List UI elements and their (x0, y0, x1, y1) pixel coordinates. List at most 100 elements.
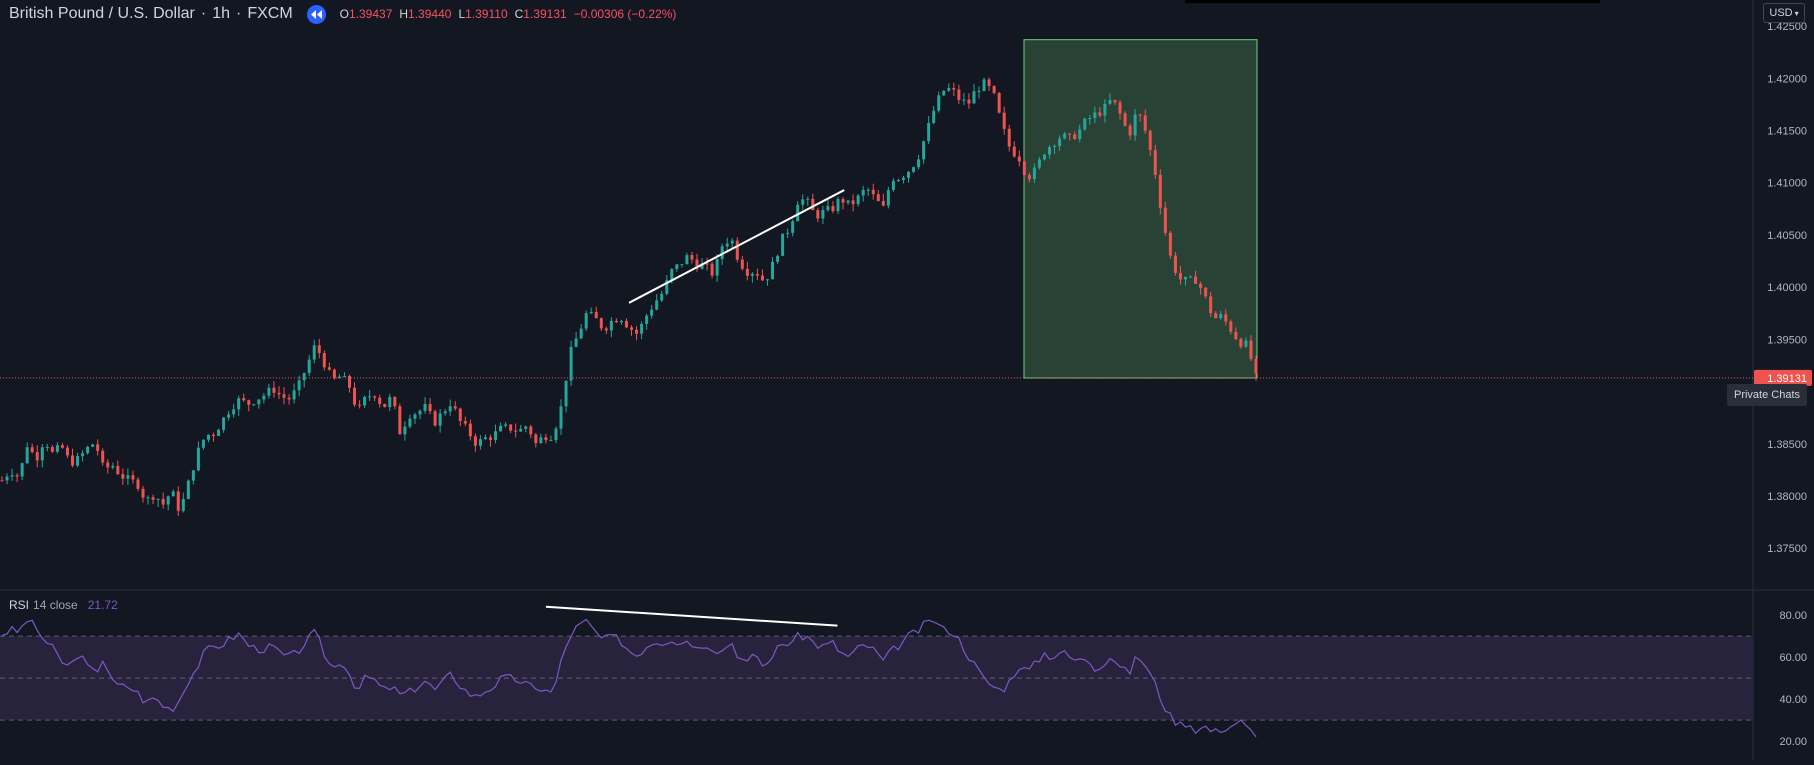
candle-body (896, 179, 900, 181)
candle-body (594, 311, 598, 319)
currency-button[interactable]: USD ▾ (1763, 3, 1805, 23)
candle-body (443, 411, 447, 414)
candle-body (1189, 276, 1193, 278)
candle-body (771, 261, 775, 280)
candle-body (745, 268, 749, 276)
rsi-legend: RSI 14 close 21.72 (9, 598, 118, 612)
price-trendline[interactable] (628, 189, 845, 304)
candle-body (891, 180, 895, 191)
candle-body (715, 259, 719, 276)
candle-body (509, 424, 513, 431)
candle-body (378, 397, 382, 404)
open-value: 1.39437 (348, 7, 393, 21)
candle-body (720, 246, 724, 260)
candle-body (514, 430, 518, 432)
candle-body (1108, 100, 1112, 104)
candle-body (740, 259, 744, 269)
candle-body (438, 413, 442, 426)
candle-body (398, 406, 402, 435)
candle-body (1229, 321, 1233, 332)
candle-body (559, 406, 563, 429)
candle-body (791, 221, 795, 233)
candle-body (267, 387, 271, 396)
candle-body (519, 428, 523, 432)
rsi-name[interactable]: RSI (9, 598, 30, 612)
candle-body (957, 89, 961, 100)
price-tick-label: 1.42000 (1767, 73, 1807, 85)
candle-body (468, 423, 472, 437)
candle-body (1163, 207, 1167, 233)
candle-body (76, 456, 80, 466)
candle-body (1093, 112, 1097, 118)
candle-body (358, 404, 362, 406)
candle-body (453, 406, 457, 409)
candle-body (962, 99, 966, 101)
candle-body (30, 447, 34, 453)
candle-body (544, 437, 548, 441)
rsi-trendline[interactable] (545, 605, 838, 627)
candle-body (690, 255, 694, 260)
symbol-name[interactable]: British Pound / U.S. Dollar (9, 5, 195, 22)
candle-body (1219, 314, 1223, 319)
candle-body (675, 264, 679, 269)
candle-body (529, 426, 533, 435)
candle-body (131, 475, 135, 480)
candle-body (700, 263, 704, 269)
high-value: 1.39440 (408, 7, 452, 21)
candle-body (191, 470, 195, 481)
candle-body (101, 450, 105, 463)
candle-body (151, 497, 155, 500)
candle-body (1068, 133, 1072, 135)
candle-body (1032, 167, 1036, 180)
candle-body (937, 95, 941, 111)
candle-body (186, 480, 190, 499)
candle-body (60, 445, 64, 448)
candle-body (1022, 161, 1026, 176)
candle-body (886, 190, 890, 206)
rsi-line (1, 618, 1257, 738)
candle-body (307, 359, 311, 374)
candle-body (534, 434, 538, 444)
candle-body (206, 434, 210, 440)
candle-body (5, 476, 9, 481)
candle-body (967, 99, 971, 104)
candle-body (463, 420, 467, 424)
candle-body (1204, 287, 1208, 297)
candle-body (1178, 272, 1182, 280)
candle-body (685, 255, 689, 265)
candle-body (277, 392, 281, 395)
private-chats-tooltip[interactable]: Private Chats (1727, 384, 1807, 406)
candle-body (831, 206, 835, 212)
candle-body (322, 353, 326, 368)
candle-body (1113, 100, 1117, 103)
candle-body (1183, 276, 1187, 280)
candle-body (217, 429, 221, 436)
interval-label[interactable]: 1h (212, 5, 230, 22)
candle-body (821, 210, 825, 219)
candle-body (373, 396, 377, 398)
candle-body (680, 264, 684, 266)
price-tick-label: 1.40500 (1767, 230, 1807, 242)
candle-body (670, 268, 674, 281)
candle-body (71, 455, 75, 466)
candle-body (549, 440, 553, 442)
candle-body (1239, 339, 1243, 347)
close-value: 1.39131 (523, 7, 567, 21)
candle-body (856, 195, 860, 205)
candle-body (947, 88, 951, 91)
ohlc-values: O1.39437 H1.39440 L1.39110 C1.39131 −0.0… (340, 7, 677, 21)
price-tick-label: 1.41000 (1767, 178, 1807, 190)
candle-body (876, 194, 880, 202)
candle-body (952, 88, 956, 90)
candle-body (1249, 340, 1253, 360)
candle-body (796, 204, 800, 222)
candle-body (781, 233, 785, 256)
rsi-axis[interactable]: 20.00 40.00 60.00 80.00 (1779, 610, 1807, 748)
candle-body (569, 346, 573, 381)
candle-body (242, 398, 246, 401)
rewind-icon[interactable] (306, 4, 326, 24)
candle-body (121, 474, 125, 479)
target-zone-box[interactable] (1023, 39, 1258, 379)
